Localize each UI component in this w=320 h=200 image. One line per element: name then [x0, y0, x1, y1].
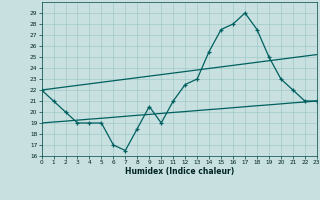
X-axis label: Humidex (Indice chaleur): Humidex (Indice chaleur)	[124, 167, 234, 176]
